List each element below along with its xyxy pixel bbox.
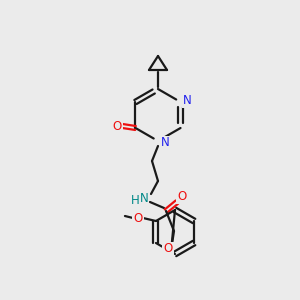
Text: H: H [130,194,140,206]
Text: O: O [177,190,187,203]
Text: O: O [133,212,142,224]
Text: N: N [183,94,192,107]
Text: O: O [113,119,122,133]
Text: N: N [140,193,148,206]
Text: N: N [160,136,169,149]
Text: O: O [164,242,172,256]
